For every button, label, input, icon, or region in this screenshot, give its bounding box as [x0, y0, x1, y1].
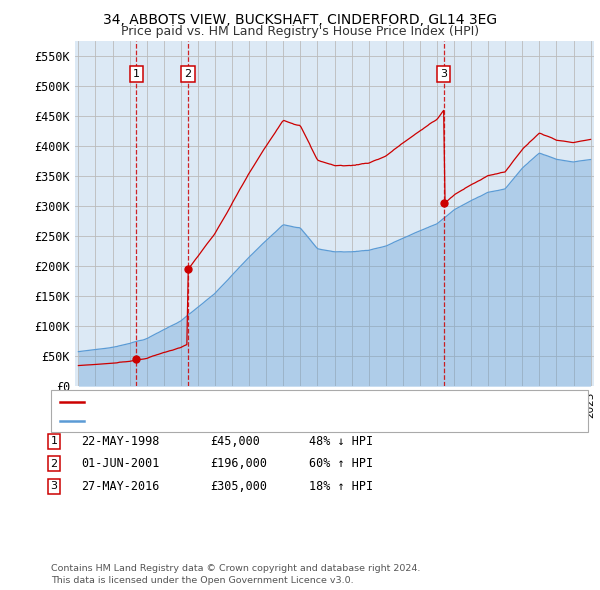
Text: 2: 2 — [50, 459, 58, 468]
Text: 3: 3 — [50, 481, 58, 491]
Text: 27-MAY-2016: 27-MAY-2016 — [81, 480, 160, 493]
Text: £305,000: £305,000 — [210, 480, 267, 493]
Text: £45,000: £45,000 — [210, 435, 260, 448]
Text: 22-MAY-1998: 22-MAY-1998 — [81, 435, 160, 448]
Text: 48% ↓ HPI: 48% ↓ HPI — [309, 435, 373, 448]
Text: Contains HM Land Registry data © Crown copyright and database right 2024.
This d: Contains HM Land Registry data © Crown c… — [51, 564, 421, 585]
Text: 1: 1 — [50, 437, 58, 446]
Text: Price paid vs. HM Land Registry's House Price Index (HPI): Price paid vs. HM Land Registry's House … — [121, 25, 479, 38]
Text: 34, ABBOTS VIEW, BUCKSHAFT, CINDERFORD, GL14 3EG: 34, ABBOTS VIEW, BUCKSHAFT, CINDERFORD, … — [103, 13, 497, 27]
Text: 2: 2 — [184, 69, 191, 79]
Text: 60% ↑ HPI: 60% ↑ HPI — [309, 457, 373, 470]
Text: 3: 3 — [440, 69, 447, 79]
Text: 34, ABBOTS VIEW, BUCKSHAFT, CINDERFORD, GL14 3EG (detached house): 34, ABBOTS VIEW, BUCKSHAFT, CINDERFORD, … — [90, 397, 480, 407]
Text: £196,000: £196,000 — [210, 457, 267, 470]
Text: 1: 1 — [133, 69, 140, 79]
Text: 18% ↑ HPI: 18% ↑ HPI — [309, 480, 373, 493]
Text: HPI: Average price, detached house, Forest of Dean: HPI: Average price, detached house, Fore… — [90, 415, 359, 425]
Text: 01-JUN-2001: 01-JUN-2001 — [81, 457, 160, 470]
